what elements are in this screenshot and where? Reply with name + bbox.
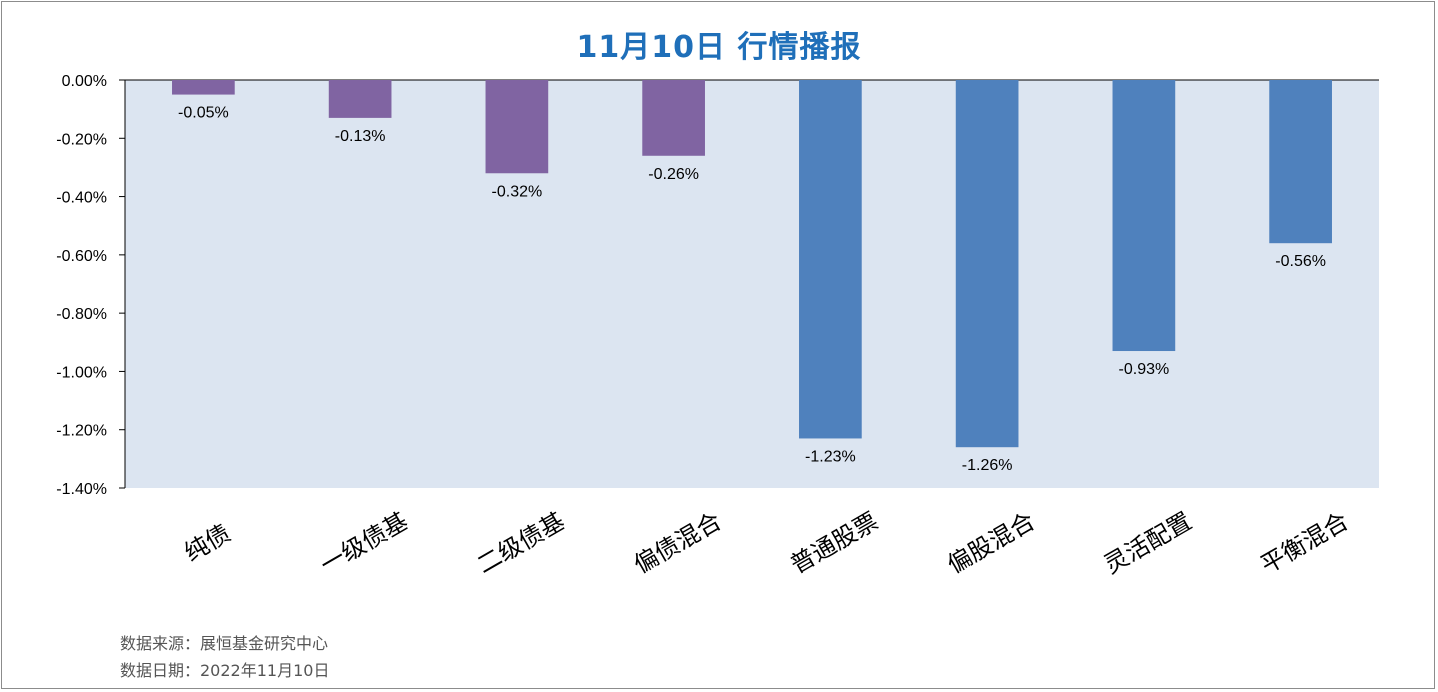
data-label: -0.26% <box>648 166 699 183</box>
category-label: 一级债基 <box>316 507 413 579</box>
category-label: 平衡混合 <box>1256 507 1353 579</box>
y-tick-label: -0.80% <box>56 306 107 323</box>
category-label: 偏股混合 <box>943 507 1040 579</box>
data-label: -1.26% <box>962 457 1013 474</box>
category-label: 灵活配置 <box>1099 507 1196 579</box>
bar-5 <box>955 80 1019 448</box>
plot-area <box>125 80 1379 488</box>
bar-0 <box>172 80 235 95</box>
data-label: -0.32% <box>492 183 543 200</box>
category-label: 普通股票 <box>786 507 883 579</box>
bar-1 <box>328 80 392 118</box>
category-label: 二级债基 <box>472 507 569 579</box>
bar-2 <box>485 80 549 174</box>
y-tick-label: -1.40% <box>56 481 107 498</box>
category-label: 偏债混合 <box>629 507 726 579</box>
bar-3 <box>642 80 705 156</box>
footer-source: 数据来源：展恒基金研究中心 <box>120 634 329 653</box>
y-tick-label: -0.60% <box>56 248 107 265</box>
y-tick-label: -0.20% <box>56 131 107 148</box>
category-label: 纯债 <box>180 519 236 567</box>
data-label: -0.13% <box>335 128 386 145</box>
y-tick-label: -0.40% <box>56 190 107 207</box>
bar-4 <box>799 80 862 439</box>
data-label: -0.93% <box>1119 361 1170 378</box>
y-tick-label: 0.00% <box>62 73 107 90</box>
bar-6 <box>1112 80 1176 352</box>
data-label: -1.23% <box>805 448 856 465</box>
data-label: -0.56% <box>1275 253 1326 270</box>
data-label: -0.05% <box>178 105 229 122</box>
y-tick-label: -1.00% <box>56 364 107 381</box>
bar-7 <box>1269 80 1332 244</box>
footer-date: 数据日期：2022年11月10日 <box>120 661 330 680</box>
y-tick-label: -1.20% <box>56 423 107 440</box>
chart-title: 11月10日 行情播报 <box>576 30 862 65</box>
